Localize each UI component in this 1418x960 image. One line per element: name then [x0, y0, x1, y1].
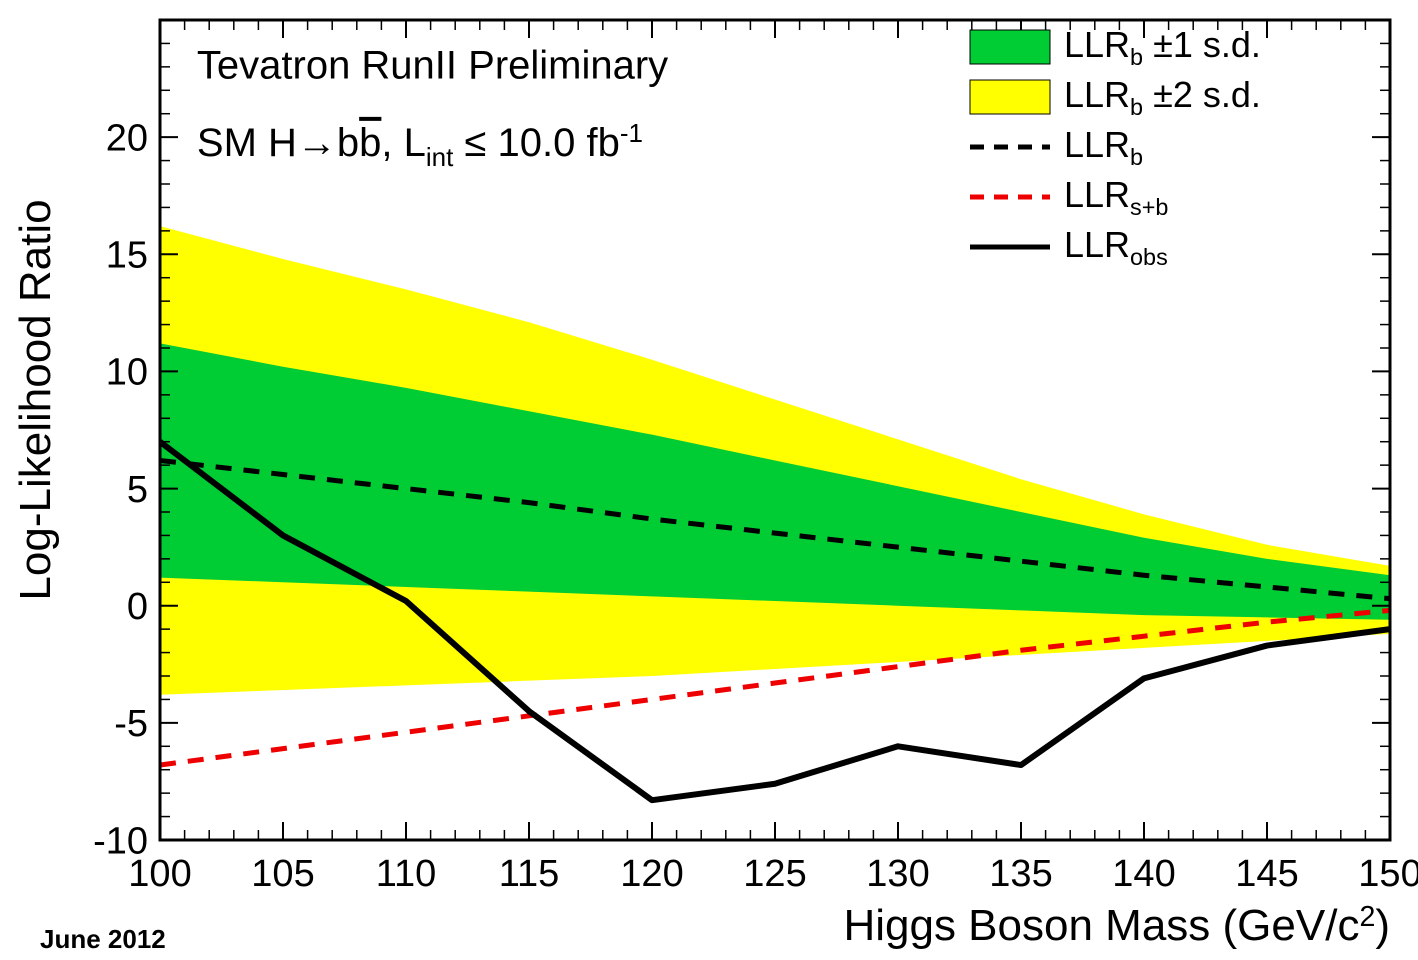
x-tick-label: 130	[866, 853, 929, 895]
x-tick-label: 140	[1112, 853, 1175, 895]
y-tick-label: 5	[127, 469, 148, 511]
legend-label: LLRb ±1 s.d.	[1064, 24, 1261, 70]
y-tick-label: 10	[106, 352, 148, 394]
legend-swatch	[970, 30, 1050, 64]
x-tick-label: 150	[1358, 853, 1418, 895]
y-tick-label: 15	[106, 235, 148, 277]
x-tick-label: 125	[743, 853, 806, 895]
x-tick-label: 135	[989, 853, 1052, 895]
plot-title-line1: Tevatron RunII Preliminary	[197, 44, 668, 88]
llr-chart: 100105110115120125130135140145150-10-505…	[0, 0, 1418, 960]
footer-date: June 2012	[40, 924, 166, 954]
x-tick-label: 115	[499, 853, 560, 895]
plot-title-line2: SM H→bb, Lint ≤ 10.0 fb-1	[197, 118, 643, 172]
legend-label: LLRb ±2 s.d.	[1064, 74, 1261, 120]
legend-swatch	[970, 80, 1050, 114]
x-tick-label: 120	[620, 853, 683, 895]
x-tick-label: 145	[1235, 853, 1298, 895]
x-tick-label: 105	[251, 853, 314, 895]
x-axis-label: Higgs Boson Mass (GeV/c2)	[843, 901, 1390, 950]
x-tick-label: 110	[376, 853, 437, 895]
chart-container: 100105110115120125130135140145150-10-505…	[0, 0, 1418, 960]
y-tick-label: -10	[93, 820, 148, 862]
y-tick-label: 20	[106, 117, 148, 159]
y-tick-label: -5	[114, 703, 148, 745]
y-tick-label: 0	[127, 586, 148, 628]
y-axis-label: Log-Likelihood Ratio	[11, 199, 60, 600]
